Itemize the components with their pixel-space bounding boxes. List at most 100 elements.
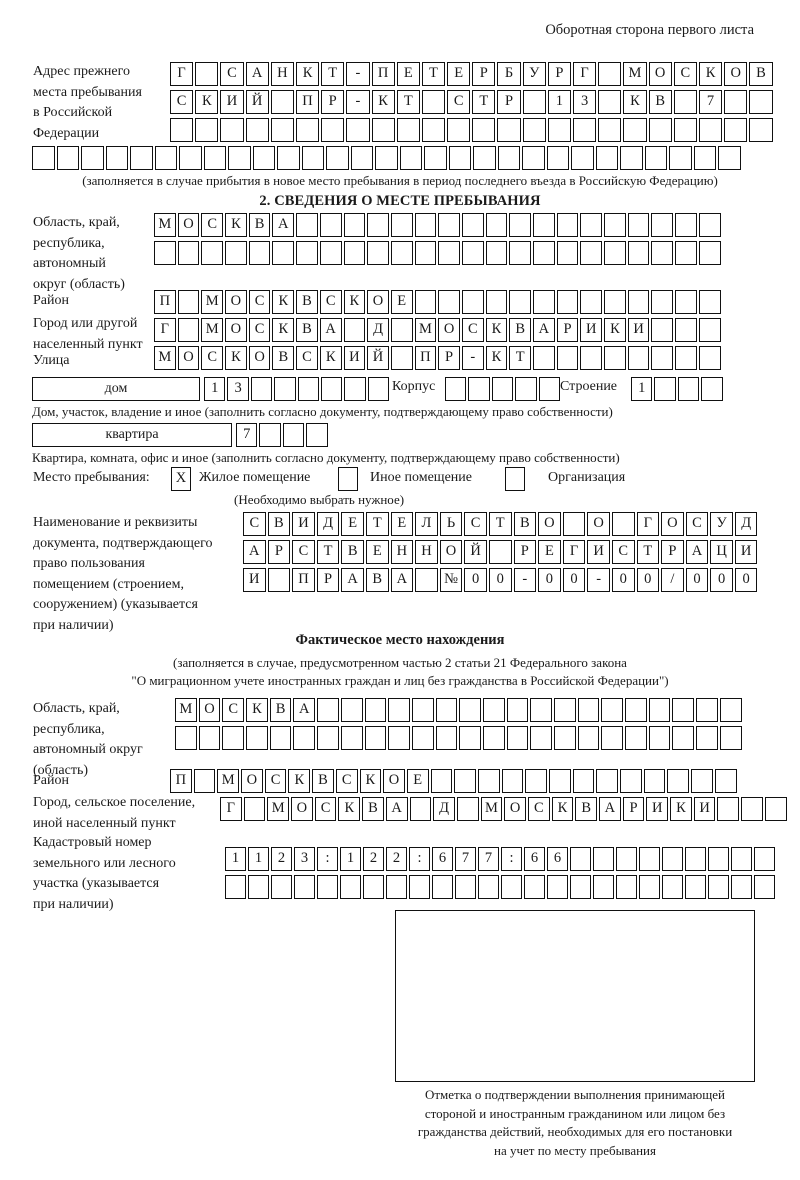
comb-cell[interactable] xyxy=(580,241,603,265)
comb-cell[interactable]: У xyxy=(710,512,733,536)
comb-cell[interactable]: А xyxy=(599,797,621,821)
comb-cell[interactable]: В xyxy=(513,512,537,536)
comb-cell[interactable]: Г xyxy=(170,62,194,86)
comb-cell[interactable] xyxy=(556,290,579,314)
comb-cell[interactable] xyxy=(386,875,407,899)
comb-cell[interactable] xyxy=(177,318,200,342)
comb-cell[interactable] xyxy=(573,118,597,142)
comb-cell[interactable] xyxy=(320,377,343,401)
comb-cell[interactable] xyxy=(533,213,555,237)
comb-cell[interactable]: 0 xyxy=(710,568,733,592)
comb-cell[interactable]: 0 xyxy=(636,568,660,592)
comb-cell[interactable]: С xyxy=(248,318,271,342)
comb-cell[interactable]: М xyxy=(623,62,647,86)
comb-cell[interactable] xyxy=(673,90,697,114)
comb-cell[interactable] xyxy=(252,146,275,170)
comb-cell[interactable] xyxy=(220,118,244,142)
comb-cell[interactable] xyxy=(364,726,387,750)
comb-cell[interactable] xyxy=(32,146,55,170)
comb-cell[interactable] xyxy=(195,118,219,142)
comb-cell[interactable]: Й xyxy=(464,540,487,564)
comb-cell[interactable] xyxy=(701,377,723,401)
comb-cell[interactable]: : xyxy=(409,847,430,871)
comb-cell[interactable] xyxy=(675,213,697,237)
comb-cell[interactable]: Т xyxy=(316,540,340,564)
comb-cell[interactable] xyxy=(319,241,342,265)
comb-cell[interactable] xyxy=(620,769,642,793)
comb-cell[interactable]: С xyxy=(248,290,271,314)
comb-cell[interactable] xyxy=(340,726,363,750)
comb-cell[interactable] xyxy=(708,875,729,899)
flat-field-box[interactable]: квартира xyxy=(32,423,232,447)
comb-cell[interactable]: Р xyxy=(547,62,571,86)
comb-cell[interactable]: С xyxy=(464,512,487,536)
comb-cell[interactable]: С xyxy=(527,797,550,821)
comb-cell[interactable] xyxy=(685,875,706,899)
comb-cell[interactable]: Н xyxy=(415,540,438,564)
comb-cell[interactable]: К xyxy=(338,797,361,821)
comb-cell[interactable] xyxy=(604,346,626,370)
comb-cell[interactable] xyxy=(432,875,453,899)
comb-cell[interactable] xyxy=(685,847,706,871)
comb-cell[interactable]: К xyxy=(485,346,508,370)
comb-cell[interactable]: - xyxy=(587,568,610,592)
comb-cell[interactable] xyxy=(593,847,614,871)
comb-cell[interactable]: К xyxy=(371,90,395,114)
comb-cell[interactable] xyxy=(673,118,697,142)
comb-cell[interactable] xyxy=(651,241,674,265)
comb-cell[interactable] xyxy=(269,726,292,750)
comb-cell[interactable] xyxy=(317,726,339,750)
comb-cell[interactable]: М xyxy=(201,318,224,342)
comb-cell[interactable]: С xyxy=(222,698,245,722)
comb-cell[interactable] xyxy=(340,875,361,899)
comb-cell[interactable]: Г xyxy=(636,512,660,536)
comb-cell[interactable] xyxy=(482,726,505,750)
comb-cell[interactable] xyxy=(454,769,476,793)
comb-cell[interactable]: С xyxy=(611,540,635,564)
comb-cell[interactable] xyxy=(625,698,647,722)
comb-cell[interactable]: К xyxy=(485,318,508,342)
comb-cell[interactable]: С xyxy=(319,290,342,314)
comb-cell[interactable] xyxy=(731,847,752,871)
comb-cell[interactable] xyxy=(718,146,741,170)
comb-cell[interactable] xyxy=(130,146,153,170)
comb-cell[interactable]: Р xyxy=(472,62,496,86)
comb-cell[interactable]: П xyxy=(371,62,395,86)
comb-cell[interactable]: А xyxy=(533,318,555,342)
comb-cell[interactable]: К xyxy=(272,318,295,342)
comb-cell[interactable] xyxy=(472,118,496,142)
comb-cell[interactable] xyxy=(297,377,319,401)
comb-cell[interactable] xyxy=(414,290,437,314)
comb-cell[interactable] xyxy=(601,726,624,750)
comb-cell[interactable] xyxy=(225,875,246,899)
comb-cell[interactable]: П xyxy=(414,346,437,370)
previous-address-row-4[interactable] xyxy=(32,146,743,170)
comb-cell[interactable] xyxy=(105,146,128,170)
comb-cell[interactable] xyxy=(741,797,763,821)
house-field-box[interactable]: дом xyxy=(32,377,200,401)
comb-cell[interactable]: О xyxy=(225,290,247,314)
comb-cell[interactable] xyxy=(271,875,292,899)
comb-cell[interactable] xyxy=(488,540,512,564)
comb-cell[interactable]: № xyxy=(439,568,463,592)
comb-cell[interactable]: А xyxy=(341,568,364,592)
comb-cell[interactable]: С xyxy=(201,213,224,237)
comb-cell[interactable] xyxy=(367,241,389,265)
comb-cell[interactable] xyxy=(154,146,177,170)
comb-cell[interactable]: 2 xyxy=(363,847,384,871)
comb-cell[interactable]: В xyxy=(272,346,295,370)
comb-cell[interactable] xyxy=(81,146,104,170)
comb-cell[interactable] xyxy=(497,118,521,142)
comb-cell[interactable] xyxy=(698,241,721,265)
comb-cell[interactable] xyxy=(448,146,471,170)
comb-cell[interactable] xyxy=(598,118,622,142)
comb-cell[interactable] xyxy=(456,797,479,821)
comb-cell[interactable]: Т xyxy=(488,512,512,536)
comb-cell[interactable]: П xyxy=(295,90,320,114)
comb-cell[interactable] xyxy=(648,726,671,750)
comb-cell[interactable]: В xyxy=(749,62,773,86)
comb-cell[interactable] xyxy=(296,213,318,237)
